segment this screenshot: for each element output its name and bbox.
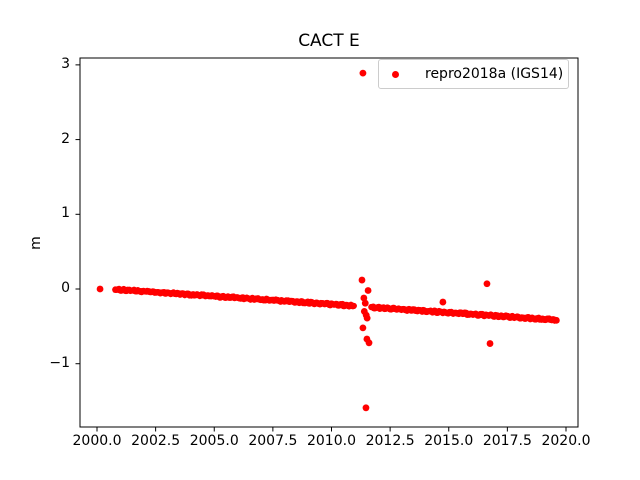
data-point-outlier — [362, 404, 370, 412]
x-tick-label: 2007.5 — [248, 433, 298, 449]
legend-marker-dot — [392, 70, 399, 78]
data-point-outlier — [364, 287, 372, 294]
x-tick-label: 2002.5 — [131, 433, 181, 449]
x-tick-label: 2000.0 — [72, 433, 122, 449]
x-tick-label: 2015.0 — [424, 433, 474, 449]
y-tick-label: 0 — [61, 280, 70, 296]
data-point-outlier — [360, 294, 368, 302]
y-tick-label: −1 — [49, 354, 70, 371]
y-tick-label: 2 — [61, 130, 70, 147]
chart-title: CACT E — [298, 31, 360, 51]
data-point-outlier — [359, 69, 367, 77]
data-point-outlier — [483, 280, 491, 288]
x-tick-label: 2017.5 — [482, 433, 532, 449]
data-point-outlier — [363, 314, 371, 322]
data-point-outlier — [439, 298, 447, 306]
legend-label: repro2018a (IGS14) — [425, 66, 564, 82]
data-point-outlier — [358, 276, 366, 284]
data-point-outlier — [361, 299, 369, 307]
data-point-outlier — [96, 285, 104, 293]
y-tick-label: 1 — [61, 205, 70, 222]
data-point-outlier — [486, 340, 494, 347]
axes-spines — [79, 57, 579, 428]
legend: repro2018a (IGS14) — [378, 59, 569, 89]
data-point-outlier — [365, 339, 373, 347]
x-tick-label: 2020.0 — [541, 433, 591, 449]
data-point-outlier — [359, 324, 367, 332]
x-tick-label: 2012.5 — [365, 433, 415, 449]
data-point — [350, 302, 357, 310]
data-point — [553, 317, 560, 324]
y-tick-label: 3 — [61, 55, 70, 72]
x-tick-label: 2005.0 — [189, 433, 239, 449]
x-tick-label: 2010.0 — [306, 433, 356, 449]
